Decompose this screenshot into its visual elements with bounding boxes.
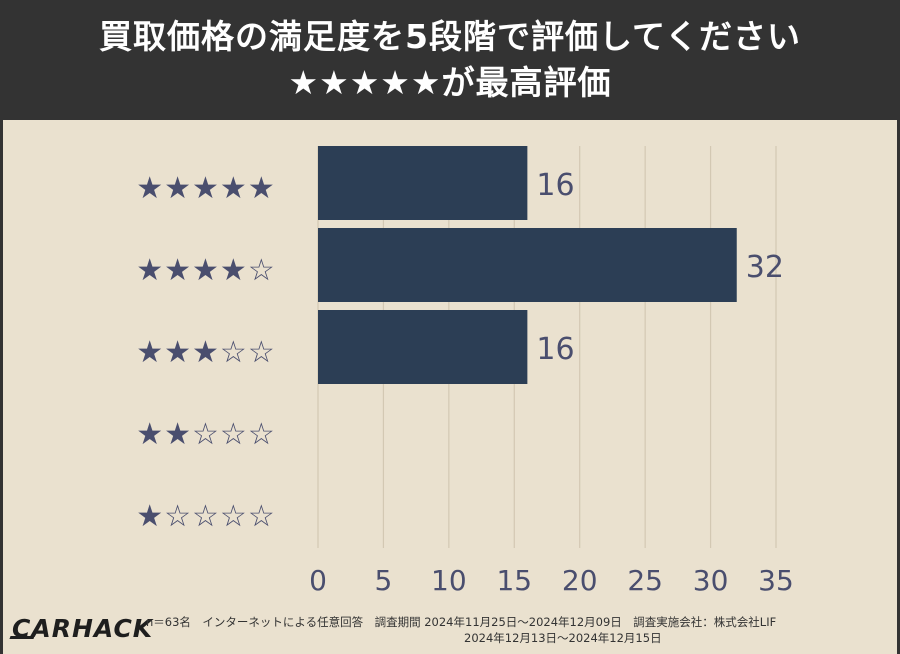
logo-text: CARHACK bbox=[12, 614, 154, 643]
category-label: ★☆☆☆☆ bbox=[136, 499, 275, 534]
x-tick-label: 0 bbox=[309, 564, 327, 597]
category-label: ★★★★☆ bbox=[136, 253, 275, 288]
header-banner: 買取価格の満足度を5段階で評価してください ★★★★★が最高評価 bbox=[0, 0, 900, 120]
x-tick-label: 10 bbox=[431, 564, 467, 597]
x-tick-label: 15 bbox=[496, 564, 532, 597]
survey-note: n＝63名 インターネットによる任意回答 調査期間 2024年11月25日～20… bbox=[146, 614, 886, 646]
x-tick-label: 5 bbox=[375, 564, 393, 597]
bar bbox=[318, 228, 737, 302]
data-label: 32 bbox=[746, 250, 784, 285]
category-label: ★★☆☆☆ bbox=[136, 417, 275, 452]
data-label: 16 bbox=[536, 332, 574, 367]
x-tick-label: 30 bbox=[693, 564, 729, 597]
carhack-logo: CARHACK bbox=[9, 614, 154, 643]
category-label: ★★★☆☆ bbox=[136, 335, 275, 370]
bar bbox=[318, 310, 528, 384]
survey-note-line2: 2024年12月13日～2024年12月15日 bbox=[464, 631, 662, 645]
x-tick-label: 35 bbox=[758, 564, 794, 597]
chart-title: 買取価格の満足度を5段階で評価してください bbox=[99, 17, 801, 56]
x-tick-label: 20 bbox=[562, 564, 598, 597]
survey-note-line1: n＝63名 インターネットによる任意回答 調査期間 2024年11月25日～20… bbox=[146, 615, 777, 629]
chart-frame bbox=[0, 120, 900, 654]
x-tick-label: 25 bbox=[627, 564, 663, 597]
chart-subtitle: ★★★★★が最高評価 bbox=[288, 63, 612, 102]
data-label: 16 bbox=[536, 168, 574, 203]
bar bbox=[318, 146, 528, 220]
category-label: ★★★★★ bbox=[136, 171, 275, 206]
